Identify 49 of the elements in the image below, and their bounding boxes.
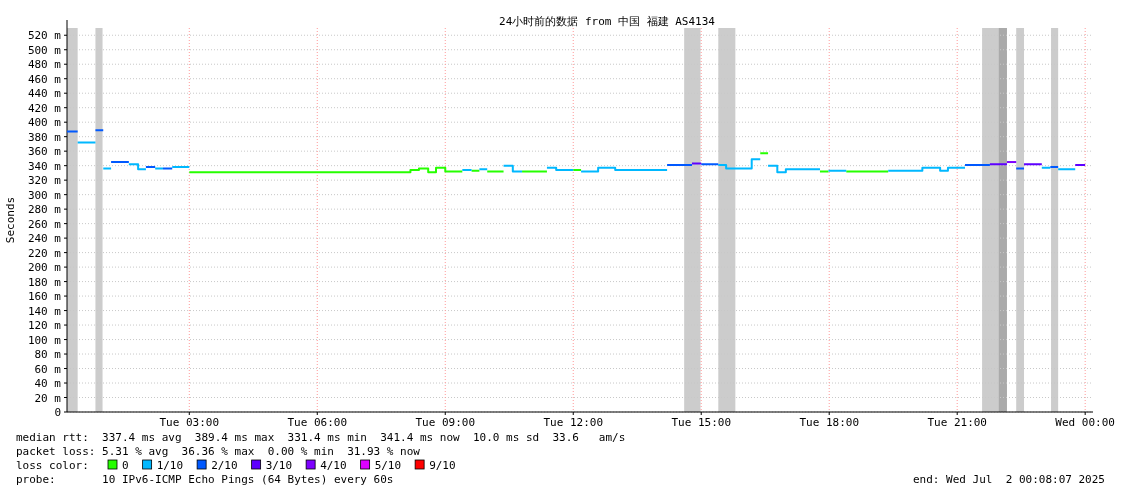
x-tick-label: Tue 03:00 [159,416,220,429]
y-tick-label: 480 m [27,58,62,72]
y-tick-label: 400 m [27,116,62,130]
legend-label: 9/10 [429,459,456,472]
y-tick-label: 100 m [27,333,62,347]
legend-label: 0 [122,459,129,472]
y-tick-label: 520 m [27,29,62,43]
y-tick-label: 180 m [27,275,62,289]
y-tick-label: 340 m [27,159,62,173]
y-tick-label: 220 m [27,246,62,260]
x-tick-label: Tue 18:00 [799,416,860,429]
legend-label: 3/10 [265,459,293,472]
y-tick-label: 360 m [27,145,62,159]
y-tick-label: 200 m [27,261,62,275]
y-tick-label: 40 m [34,377,62,391]
y-tick-label: 160 m [27,290,62,304]
x-tick-label: Tue 15:00 [671,416,732,429]
y-tick-label: 20 m [34,391,62,405]
x-tick-label: Tue 06:00 [287,416,348,429]
text: packet loss: 5.31 % avg 36.36 % max 0.00 % min 31.93 % now [16,445,421,458]
text: probe: 10 IPv6-ICMP Echo Pings (64 Bytes) every 60s [16,473,394,486]
y-tick-label: 240 m [27,232,62,246]
legend-label: 1/10 [156,459,184,472]
y-tick-label: 320 m [27,174,62,188]
y-tick-label: 260 m [27,217,62,231]
legend-label: 2/10 [211,459,238,472]
text: end: Wed Jul 2 00:08:07 2025 [912,473,1105,486]
x-tick-label: Tue 21:00 [927,416,987,429]
legend-label: 4/10 [320,459,347,472]
y-tick-label: 500 m [27,43,62,57]
y-tick-label: 120 m [27,319,62,333]
y-tick-label: 460 m [27,72,62,86]
y-tick-label: 280 m [27,203,62,217]
legend-title: loss color: [16,459,89,472]
y-tick-label: 380 m [27,130,62,144]
y-tick-label: 140 m [27,304,62,318]
y-tick-label: 440 m [27,87,62,101]
y-tick-label: 80 m [34,348,62,362]
chart-title: 24小时前的数据 from 中国 福建 AS4134 [499,15,716,28]
text: median rtt: 337.4 ms avg 389.4 ms max 331.4 ms min 341.4 ms now 10.0 ms sd 33.6 am/s [16,431,626,444]
x-tick-label: Tue 09:00 [415,416,476,429]
x-tick-label: Wed 00:00 [1055,416,1115,429]
legend-label: 5/10 [374,459,402,472]
y-axis-title: Seconds [4,196,17,244]
y-tick-label: 0 [54,406,61,419]
y-tick-label: 60 m [34,362,62,376]
y-tick-label: 300 m [27,188,62,202]
y-tick-label: 420 m [27,101,62,115]
x-tick-label: Tue 12:00 [543,416,604,429]
